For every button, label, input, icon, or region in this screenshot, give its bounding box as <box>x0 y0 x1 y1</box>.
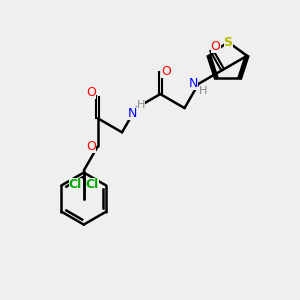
Text: H: H <box>199 86 208 96</box>
Text: H: H <box>137 100 145 110</box>
Text: S: S <box>224 35 232 49</box>
Text: Cl: Cl <box>69 178 82 191</box>
Text: O: O <box>211 40 220 53</box>
Text: Cl: Cl <box>86 178 99 191</box>
Text: O: O <box>86 140 96 153</box>
Text: N: N <box>189 77 198 90</box>
Text: N: N <box>127 106 137 120</box>
Text: O: O <box>86 86 96 99</box>
Text: O: O <box>161 65 171 78</box>
